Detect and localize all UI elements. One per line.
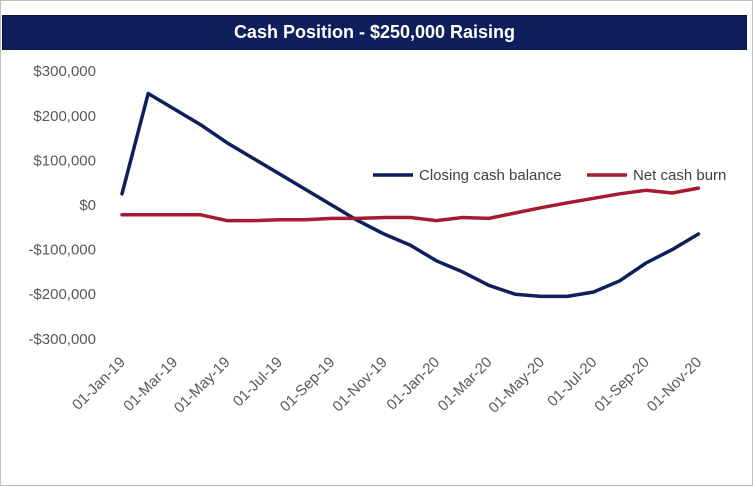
x-tick-label: 01-May-19 [171, 354, 234, 417]
x-tick-label: 01-Sep-20 [591, 354, 653, 416]
x-tick-label: 01-May-20 [485, 354, 548, 417]
x-tick-label: 01-Sep-19 [277, 354, 339, 416]
y-tick-label: -$200,000 [28, 286, 96, 303]
y-tick-label: -$100,000 [28, 242, 96, 259]
x-tick-label: 01-Jan-19 [69, 354, 129, 414]
legend-label: Net cash burn [633, 167, 726, 184]
x-tick-label: 01-Jan-20 [383, 354, 443, 414]
x-tick-label: 01-Nov-20 [644, 354, 706, 416]
y-tick-label: -$300,000 [28, 331, 96, 348]
y-tick-label: $300,000 [33, 63, 96, 80]
y-tick-label: $0 [79, 197, 96, 214]
series-line-net-cash-burn [122, 188, 698, 221]
legend-label: Closing cash balance [419, 167, 562, 184]
y-tick-label: $100,000 [33, 152, 96, 169]
y-tick-label: $200,000 [33, 108, 96, 125]
x-tick-label: 01-Nov-19 [329, 354, 391, 416]
